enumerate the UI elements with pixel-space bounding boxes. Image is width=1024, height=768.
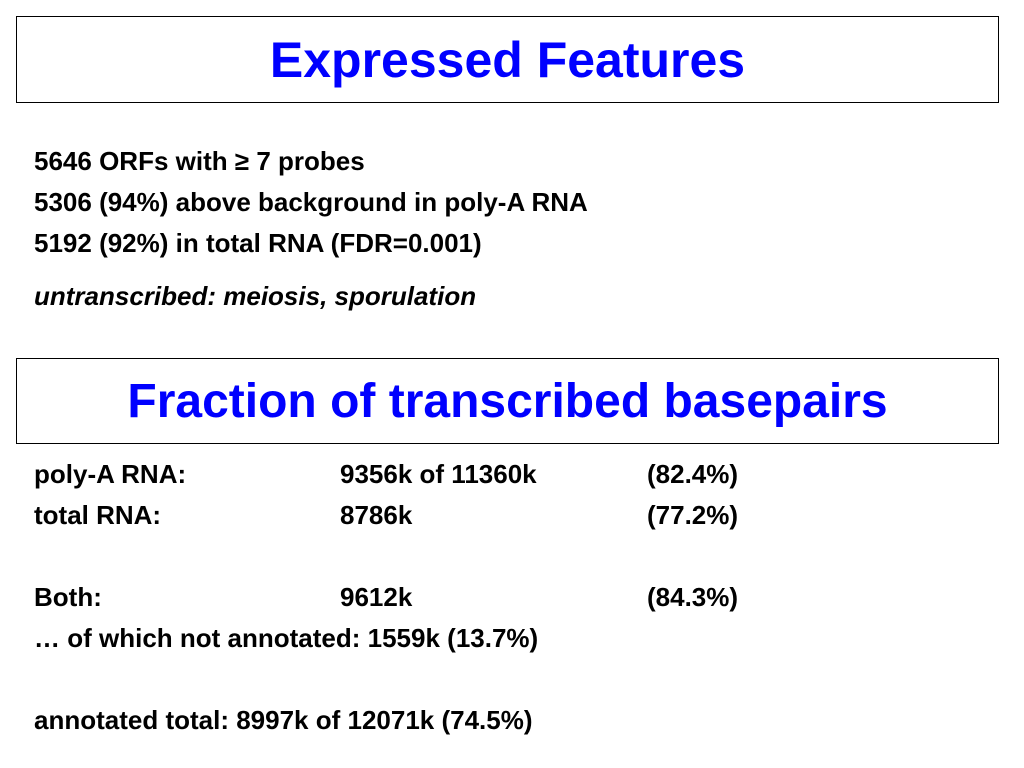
- untranscribed-note: untranscribed: meiosis, sporulation: [34, 281, 477, 311]
- row-percent: (82.4%): [647, 459, 739, 489]
- row-value: 9612k: [340, 582, 413, 612]
- total-rna-line: 5192 (92%) in total RNA (FDR=0.001): [34, 228, 482, 258]
- row-label: total RNA:: [34, 500, 162, 530]
- both-row: Both: 9612k (84.3%): [34, 582, 834, 612]
- title-text: Expressed Features: [269, 31, 746, 88]
- total-rna-row: total RNA: 8786k (77.2%): [34, 500, 834, 530]
- not-annotated-line: … of which not annotated: 1559k (13.7%): [34, 623, 539, 653]
- orf-count-line: 5646 ORFs with ≥ 7 probes: [34, 146, 365, 176]
- row-percent: (77.2%): [647, 500, 739, 530]
- row-percent: (84.3%): [647, 582, 739, 612]
- slide-title-fraction-transcribed: Fraction of transcribed basepairs: [16, 358, 999, 444]
- row-label: Both:: [34, 582, 102, 612]
- row-value: 9356k of 11360k: [340, 459, 537, 489]
- slide-title-expressed-features: Expressed Features: [16, 16, 999, 103]
- annotated-total-line: annotated total: 8997k of 12071k (74.5%): [34, 705, 533, 735]
- title-text: Fraction of transcribed basepairs: [127, 374, 888, 428]
- polya-rna-row: poly-A RNA: 9356k of 11360k (82.4%): [34, 459, 834, 489]
- polya-above-background-line: 5306 (94%) above background in poly-A RN…: [34, 187, 588, 217]
- row-label: poly-A RNA:: [34, 459, 187, 489]
- row-value: 8786k: [340, 500, 413, 530]
